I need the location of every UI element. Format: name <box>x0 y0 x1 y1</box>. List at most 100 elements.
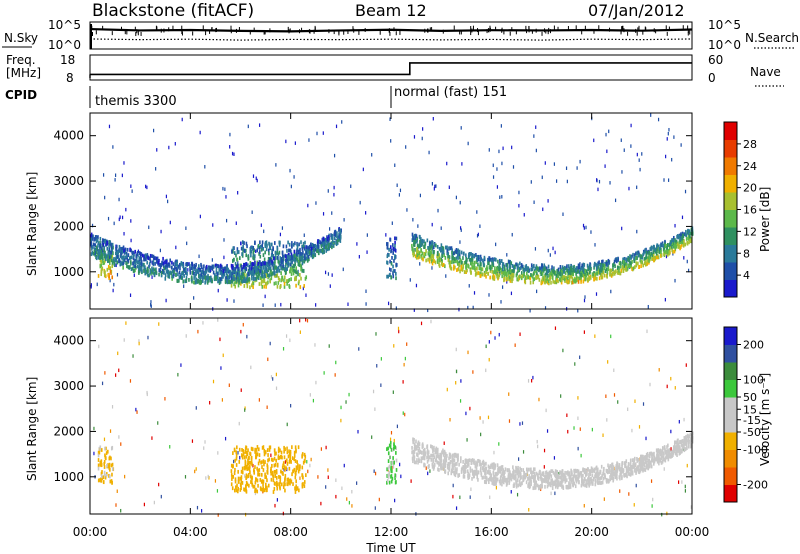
echo-cell <box>244 278 246 283</box>
scatter-cell <box>685 363 687 367</box>
echo-cell <box>190 277 193 282</box>
echo-cell <box>322 236 325 241</box>
echo-cell <box>278 448 280 453</box>
echo-cell <box>230 263 233 268</box>
echo-cell <box>602 259 604 264</box>
scatter-cell <box>511 145 513 150</box>
scatter-cell <box>275 163 277 167</box>
echo-cell <box>679 446 681 451</box>
scatter-cell <box>309 393 311 397</box>
echo-cell <box>103 459 106 464</box>
echo-cell <box>227 269 230 274</box>
echo-cell <box>235 450 238 455</box>
scatter-cell <box>452 483 454 488</box>
echo-cell <box>509 272 512 277</box>
echo-cell <box>145 254 148 259</box>
echo-cell <box>317 244 320 249</box>
echo-cell <box>169 258 171 263</box>
echo-cell <box>471 468 473 473</box>
echo-cell <box>217 264 219 268</box>
echo-cell <box>98 450 101 455</box>
echo-cell <box>281 482 283 487</box>
echo-cell <box>245 253 248 258</box>
echo-cell <box>298 263 301 267</box>
echo-cell <box>270 269 272 274</box>
scatter-cell <box>366 233 368 237</box>
echo-cell <box>264 460 266 464</box>
echo-cell <box>615 464 618 468</box>
echo-cell <box>530 467 532 472</box>
echo-cell <box>207 278 210 283</box>
echo-cell <box>495 269 498 274</box>
echo-cell <box>300 251 302 256</box>
scatter-cell <box>663 178 665 182</box>
echo-cell <box>293 453 296 458</box>
echo-cell <box>284 264 287 269</box>
echo-cell <box>622 259 625 264</box>
echo-cell <box>452 255 454 260</box>
echo-cell <box>482 468 485 473</box>
scatter-cell <box>204 440 206 444</box>
echo-cell <box>203 264 205 269</box>
echo-cell <box>444 264 446 269</box>
echo-cell <box>635 251 637 256</box>
scatter-cell <box>208 476 210 480</box>
echo-cell <box>584 272 586 277</box>
echo-cell <box>245 465 248 470</box>
echo-cell <box>303 259 306 264</box>
echo-cell <box>677 444 680 448</box>
scatter-cell <box>160 494 162 499</box>
echo-cell <box>218 264 220 269</box>
echo-cell <box>440 243 443 248</box>
echo-cell <box>471 257 473 262</box>
echo-cell <box>283 449 285 454</box>
scatter-cell <box>177 372 179 377</box>
scatter-cell <box>488 357 490 362</box>
echo-cell <box>679 240 682 245</box>
echo-cell <box>507 276 509 281</box>
echo-cell <box>654 247 657 252</box>
echo-cell <box>106 246 109 251</box>
echo-cell <box>286 477 289 482</box>
echo-cell <box>579 267 581 272</box>
scatter-cell <box>130 238 132 243</box>
echo-cell <box>263 257 266 262</box>
scatter-cell <box>289 338 291 343</box>
echo-cell <box>463 260 466 265</box>
echo-cell <box>134 268 136 273</box>
scatter-cell <box>272 377 274 381</box>
scatter-cell <box>335 124 338 129</box>
echo-cell <box>250 262 252 267</box>
echo-cell <box>450 266 453 271</box>
echo-cell <box>305 250 308 255</box>
echo-cell <box>284 467 286 472</box>
echo-cell <box>264 269 267 273</box>
echo-cell <box>599 270 601 275</box>
echo-cell <box>301 254 304 258</box>
echo-cell <box>599 272 602 277</box>
echo-cell <box>510 477 513 482</box>
echo-cell <box>325 245 327 250</box>
echo-cell <box>442 452 445 457</box>
echo-cell <box>563 277 566 282</box>
scatter-cell <box>123 161 125 165</box>
echo-cell <box>477 262 479 267</box>
echo-cell <box>155 259 158 264</box>
scatter-cell <box>606 149 608 154</box>
scatter-cell <box>605 394 607 398</box>
echo-cell <box>606 274 608 279</box>
scatter-cell <box>458 307 460 312</box>
scatter-cell <box>184 475 187 479</box>
scatter-cell <box>156 148 158 152</box>
echo-cell <box>249 246 252 251</box>
scatter-cell <box>365 211 367 215</box>
echo-cell <box>256 452 259 457</box>
echo-cell <box>254 450 256 454</box>
scatter-cell <box>130 219 132 223</box>
scatter-cell <box>285 139 287 144</box>
echo-cell <box>155 267 157 272</box>
echo-cell <box>311 250 314 255</box>
echo-cell <box>251 447 254 452</box>
scatter-cell <box>193 296 195 300</box>
